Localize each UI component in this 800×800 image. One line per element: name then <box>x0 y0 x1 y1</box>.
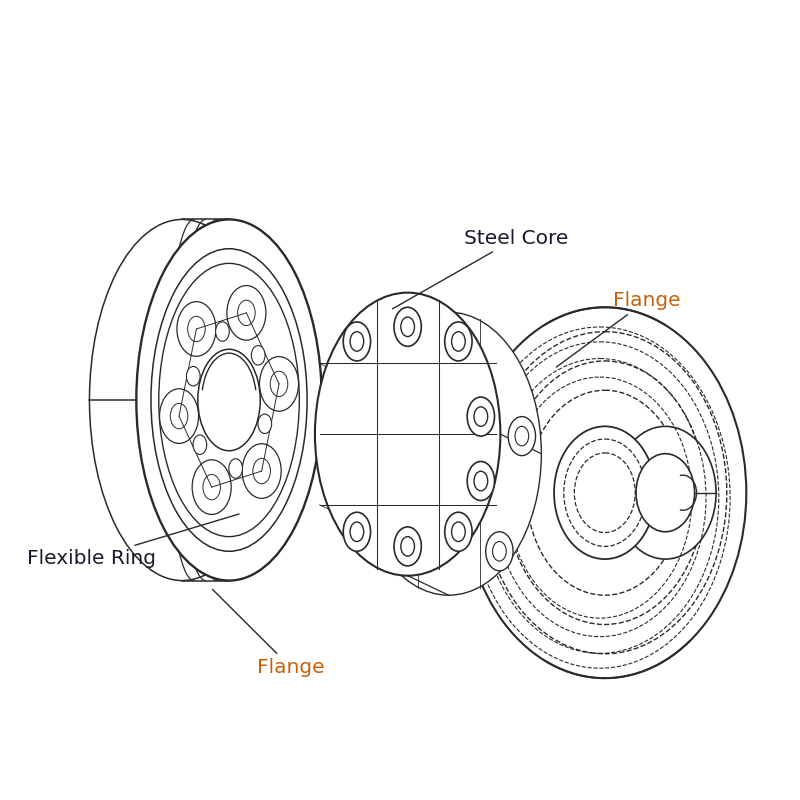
Ellipse shape <box>259 357 298 411</box>
Ellipse shape <box>315 293 500 576</box>
Ellipse shape <box>186 366 200 386</box>
Ellipse shape <box>467 462 494 501</box>
Text: Flexible Ring: Flexible Ring <box>27 514 239 568</box>
Text: Steel Core: Steel Core <box>393 229 569 309</box>
Text: Flange: Flange <box>556 291 680 367</box>
Ellipse shape <box>90 219 275 581</box>
Ellipse shape <box>394 527 422 566</box>
Ellipse shape <box>445 322 472 361</box>
Ellipse shape <box>463 307 746 678</box>
Ellipse shape <box>394 307 422 346</box>
Ellipse shape <box>227 286 266 340</box>
Ellipse shape <box>193 435 206 454</box>
Ellipse shape <box>445 512 472 551</box>
Ellipse shape <box>508 417 535 456</box>
Ellipse shape <box>177 302 216 356</box>
Ellipse shape <box>198 350 260 450</box>
Ellipse shape <box>356 312 542 595</box>
Ellipse shape <box>554 426 655 559</box>
Ellipse shape <box>486 532 513 571</box>
Ellipse shape <box>136 219 322 581</box>
Ellipse shape <box>343 322 370 361</box>
Ellipse shape <box>242 444 281 498</box>
Ellipse shape <box>229 458 242 478</box>
Ellipse shape <box>159 389 198 443</box>
Ellipse shape <box>192 460 231 514</box>
Ellipse shape <box>614 426 716 559</box>
Text: Flange: Flange <box>213 590 325 677</box>
Ellipse shape <box>258 414 272 434</box>
Ellipse shape <box>426 342 453 381</box>
Ellipse shape <box>343 512 370 551</box>
Ellipse shape <box>467 397 494 436</box>
Ellipse shape <box>215 322 230 342</box>
Ellipse shape <box>636 454 694 532</box>
Ellipse shape <box>251 346 265 365</box>
